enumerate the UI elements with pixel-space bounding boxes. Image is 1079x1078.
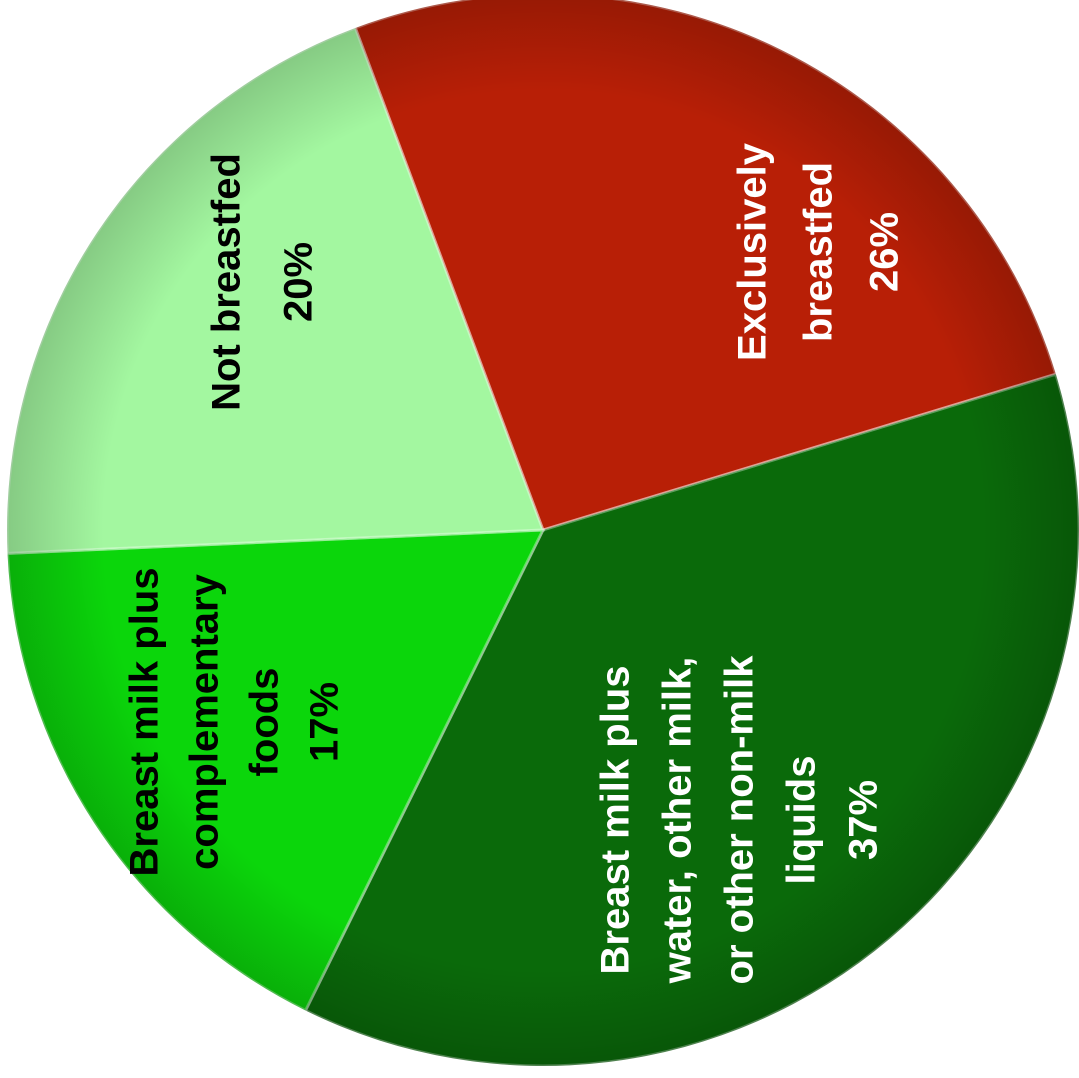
slice-value-label: 17%: [303, 682, 347, 762]
slice-value-label: 37%: [842, 780, 886, 860]
slice-label-3: Breast milk plus complementary foods 17%: [123, 567, 347, 876]
slice-category-label: Breast milk plus: [594, 665, 638, 974]
slice-label-4: Not breastfed 20%: [205, 153, 321, 411]
slice-category-label: Breast milk plus: [123, 567, 167, 876]
slice-label-1: Exclusively breastfed 26%: [731, 142, 907, 361]
slice-category-label: foods: [243, 668, 287, 777]
slice-category-label: liquids: [780, 756, 824, 885]
slice-category-label: Not breastfed: [205, 153, 249, 411]
slice-category-label: complementary: [183, 573, 227, 869]
slice-category-label: or other non-milk: [718, 655, 762, 985]
slice-value-label: 20%: [277, 242, 321, 322]
slice-label-2: Breast milk plus water, other milk, or oth…: [594, 655, 886, 985]
slice-category-label: Exclusively: [731, 142, 775, 361]
slice-category-label: breastfed: [797, 162, 841, 342]
slice-category-label: water, other milk,: [656, 657, 700, 985]
slice-value-label: 26%: [863, 212, 907, 292]
